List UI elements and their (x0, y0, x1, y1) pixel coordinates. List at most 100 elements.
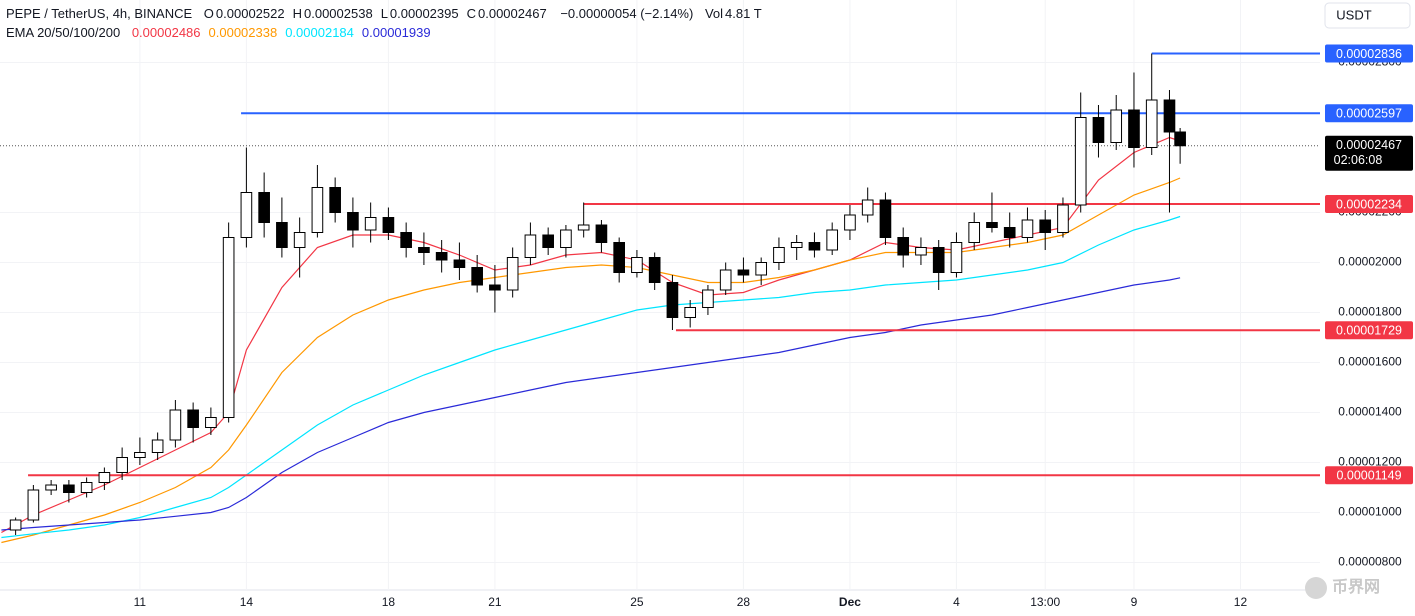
symbol: PEPE / TetherUS, 4h, BINANCE (6, 6, 193, 21)
x-tick-label: Dec (839, 595, 861, 609)
x-tick-label: 13:00 (1030, 595, 1060, 609)
x-tick-label: 21 (488, 595, 502, 609)
candle-body (1057, 204, 1069, 233)
candle-body (595, 224, 608, 243)
candle-body (950, 242, 963, 273)
candle-body (1074, 117, 1087, 206)
volume-label: Vol (704, 6, 724, 21)
candle-body (347, 212, 359, 231)
legend: PEPE / TetherUS, 4h, BINANCE O 0.00002522… (6, 4, 764, 42)
ema-title: EMA 20/50/100/200 (6, 25, 121, 40)
x-tick-label: 25 (630, 595, 644, 609)
candle-body (542, 234, 554, 248)
candle-body (1163, 99, 1176, 133)
ema-line (1, 215, 1181, 539)
candle-body (27, 489, 40, 521)
candle-body (702, 289, 714, 308)
candle-body (311, 187, 324, 233)
y-tick-label: 0.00002000 (1338, 255, 1402, 269)
volume: 4.81 T (725, 6, 762, 21)
candle-body (435, 252, 448, 261)
x-tick-label: 4 (953, 595, 960, 609)
x-tick-label: 28 (737, 595, 751, 609)
candle-body (986, 222, 998, 228)
ohlc-value: 0.00002522 (215, 6, 285, 21)
candle-body (489, 284, 501, 291)
candle-body (844, 214, 856, 231)
candle-body (1021, 219, 1034, 238)
ema-value: 0.00002338 (208, 25, 278, 40)
candle-body (648, 257, 661, 283)
candle-body (1039, 219, 1052, 233)
candle-body (453, 259, 466, 268)
candle-body (80, 482, 93, 493)
candle-body (418, 247, 430, 253)
ohlc-value: 0.00002467 (478, 6, 547, 21)
candle-body (524, 234, 537, 258)
ohlc-key: C (466, 6, 476, 21)
candle-body (151, 439, 164, 453)
ema-value: 0.00001939 (361, 25, 431, 40)
candle-body (773, 247, 785, 263)
candle-body (98, 472, 111, 483)
candle-body (258, 192, 270, 223)
x-tick-label: 18 (382, 595, 396, 609)
ema-line (1, 177, 1181, 544)
candle-body (329, 187, 341, 213)
candle-body (400, 232, 412, 248)
ohlc-key: O (203, 6, 214, 21)
candle-body (1092, 117, 1105, 143)
candle-body (932, 247, 945, 273)
y-tick-label: 0.00000800 (1338, 555, 1402, 569)
candle-body (719, 269, 732, 291)
ohlc: O 0.00002522 H 0.00002538 L 0.00002395 C 0.0000… (198, 6, 549, 21)
last-price-box (1325, 135, 1413, 171)
y-tick-label: 0.00001600 (1338, 355, 1402, 369)
candle-body (471, 267, 483, 286)
candle-body (240, 192, 253, 238)
level-label-box (1325, 466, 1413, 485)
candle-body (364, 217, 377, 231)
x-tick-label: 11 (134, 595, 147, 609)
candle-body (879, 199, 892, 238)
candle-body (63, 484, 75, 493)
candle-body (826, 229, 839, 251)
level-label: 0.00001729 (1336, 324, 1402, 338)
ohlc-row: PEPE / TetherUS, 4h, BINANCE O 0.00002522… (6, 4, 764, 23)
level-label: 0.00002836 (1336, 47, 1402, 61)
candle-body (134, 452, 146, 458)
candle-body (577, 224, 590, 231)
price-axis: 0.000028000.000022000.000020000.00001800… (134, 44, 1413, 609)
last-price-label: 0.00002467 (1336, 138, 1402, 152)
candle-body (169, 409, 182, 441)
candle-body (506, 257, 519, 291)
candle-body (1145, 99, 1158, 148)
candle-body (684, 307, 697, 318)
candle-body (276, 222, 288, 248)
candle-body (187, 409, 199, 428)
ohlc-value: 0.00002395 (389, 6, 459, 21)
currency-label[interactable]: USDT (1336, 7, 1371, 22)
level-label: 0.00001149 (1336, 469, 1401, 483)
ema-lines (1, 136, 1181, 544)
grid (0, 0, 1320, 590)
candle-body (755, 262, 768, 276)
candle-body (205, 417, 217, 428)
x-tick-label: 9 (1131, 595, 1138, 609)
level-label-box (1325, 195, 1413, 213)
ema-value: 0.00002184 (285, 25, 354, 40)
candle-body (1174, 131, 1186, 147)
ema-value: 0.00002486 (131, 25, 201, 40)
candle-body (613, 242, 625, 273)
level-label: 0.00002234 (1336, 197, 1402, 211)
candle-body (1003, 227, 1016, 238)
candle-body (45, 484, 57, 491)
currency-button[interactable] (1324, 2, 1411, 29)
watermark-logo (1305, 577, 1327, 599)
y-tick-label: 0.00001800 (1338, 305, 1402, 319)
candle-body (968, 222, 981, 243)
ema-line (1, 277, 1181, 531)
candle-body (861, 199, 874, 216)
